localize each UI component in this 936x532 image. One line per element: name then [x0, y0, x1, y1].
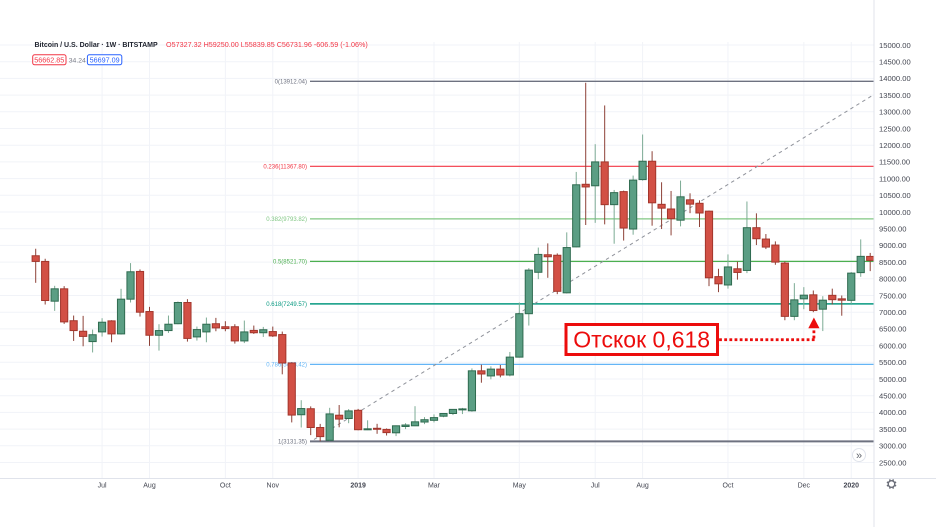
svg-text:12000.00: 12000.00: [879, 141, 911, 150]
svg-text:»: »: [856, 450, 862, 462]
svg-text:6500.00: 6500.00: [879, 325, 906, 334]
svg-text:1(3131.35): 1(3131.35): [278, 440, 307, 446]
svg-text:56662.85: 56662.85: [34, 56, 64, 65]
svg-text:14000.00: 14000.00: [879, 74, 911, 83]
svg-text:8500.00: 8500.00: [879, 258, 906, 267]
svg-text:Oct: Oct: [723, 483, 734, 490]
svg-text:10000.00: 10000.00: [879, 208, 911, 217]
svg-text:0.618(7249.57): 0.618(7249.57): [266, 302, 307, 308]
svg-text:O57327.32 H59250.00 L55839.85: O57327.32 H59250.00 L55839.85 C56731.96 …: [166, 40, 368, 49]
svg-text:9000.00: 9000.00: [879, 241, 906, 250]
svg-text:12500.00: 12500.00: [879, 124, 911, 133]
svg-text:0.5(8521.70): 0.5(8521.70): [273, 260, 307, 266]
svg-text:Aug: Aug: [143, 483, 156, 490]
svg-text:0.382(9793.82): 0.382(9793.82): [266, 217, 307, 223]
svg-text:Bitcoin / U.S. Dollar · 1W · B: Bitcoin / U.S. Dollar · 1W · BITSTAMP: [35, 42, 158, 49]
svg-text:13000.00: 13000.00: [879, 108, 911, 117]
svg-text:9500.00: 9500.00: [879, 225, 906, 234]
svg-text:Oct: Oct: [220, 483, 231, 490]
svg-text:0.236(11367.80): 0.236(11367.80): [263, 165, 307, 171]
svg-text:8000.00: 8000.00: [879, 275, 906, 284]
svg-text:56697.09: 56697.09: [90, 56, 120, 65]
svg-text:7500.00: 7500.00: [879, 291, 906, 300]
svg-text:2500.00: 2500.00: [879, 458, 906, 467]
svg-text:11500.00: 11500.00: [879, 158, 910, 167]
svg-text:15000.00: 15000.00: [879, 41, 911, 50]
svg-text:4500.00: 4500.00: [879, 392, 906, 401]
svg-text:2020: 2020: [843, 483, 859, 490]
svg-text:Mar: Mar: [428, 483, 441, 490]
svg-text:0.786(5438.42): 0.786(5438.42): [266, 363, 307, 369]
svg-text:Отскок 0,618: Отскок 0,618: [573, 327, 710, 353]
svg-text:5000.00: 5000.00: [879, 375, 906, 384]
svg-text:3000.00: 3000.00: [879, 442, 906, 451]
svg-text:Jul: Jul: [98, 483, 107, 490]
svg-text:May: May: [513, 483, 527, 490]
svg-text:5500.00: 5500.00: [879, 358, 906, 367]
svg-text:0(13912.04): 0(13912.04): [275, 80, 307, 86]
svg-text:14500.00: 14500.00: [879, 58, 911, 67]
svg-text:34.24: 34.24: [69, 57, 86, 64]
svg-text:13500.00: 13500.00: [879, 91, 911, 100]
svg-text:Aug: Aug: [636, 483, 649, 490]
svg-text:6000.00: 6000.00: [879, 341, 906, 350]
svg-text:Nov: Nov: [267, 483, 280, 490]
svg-text:11000.00: 11000.00: [879, 174, 910, 183]
svg-text:3500.00: 3500.00: [879, 425, 906, 434]
svg-text:4000.00: 4000.00: [879, 408, 906, 417]
svg-text:10500.00: 10500.00: [879, 191, 911, 200]
svg-text:2019: 2019: [350, 483, 366, 490]
svg-text:7000.00: 7000.00: [879, 308, 906, 317]
svg-text:Jul: Jul: [591, 483, 600, 490]
svg-text:Dec: Dec: [798, 483, 811, 490]
